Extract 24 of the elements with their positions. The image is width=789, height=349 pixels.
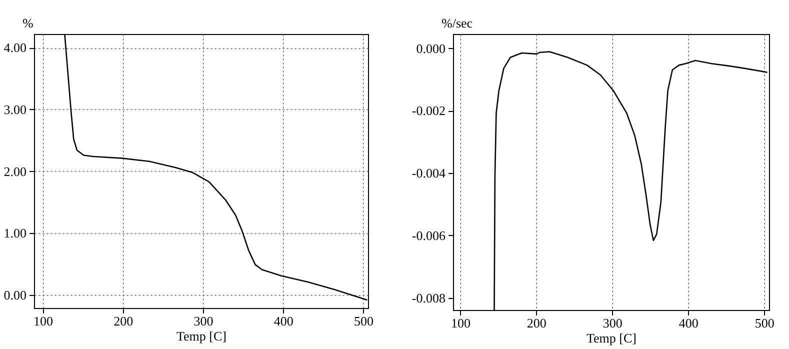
x-axis-title: Temp [C] <box>586 330 636 346</box>
y-tick-label: 1.00 <box>4 226 26 241</box>
y-axis-title: %/sec <box>442 16 473 30</box>
x-tick-label: 200 <box>526 316 546 330</box>
y-tick-label: -0.004 <box>412 166 446 181</box>
y-tick-label: 2.00 <box>4 164 26 179</box>
y-tick-label: 0.00 <box>4 288 26 303</box>
y-tick-label: 4.00 <box>4 40 26 56</box>
x-tick-label: 200 <box>114 314 134 328</box>
x-tick-label: 100 <box>34 314 54 328</box>
y-axis-title: % <box>22 16 34 30</box>
x-tick-label: 100 <box>450 316 470 330</box>
x-tick-label: 500 <box>754 316 774 330</box>
x-tick-label: 300 <box>602 316 622 330</box>
y-tick-label: 3.00 <box>4 102 26 117</box>
y-tick-label: -0.006 <box>412 228 446 243</box>
x-tick-label: 400 <box>274 314 294 328</box>
x-tick-label: 300 <box>194 314 214 328</box>
x-axis-title: Temp [C] <box>176 328 226 344</box>
y-tick-label: -0.002 <box>412 103 446 118</box>
x-tick-label: 500 <box>354 314 374 328</box>
y-tick-label: -0.008 <box>412 290 446 306</box>
x-tick-label: 400 <box>678 316 698 330</box>
y-tick-label: 0.000 <box>416 40 446 56</box>
